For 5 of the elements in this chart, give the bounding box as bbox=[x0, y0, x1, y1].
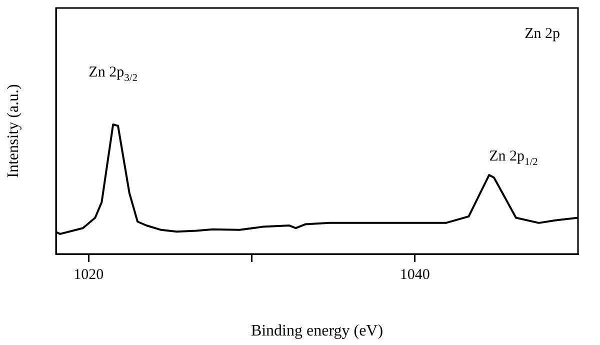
x-tick-label: 1020 bbox=[74, 266, 104, 283]
text: Zn 2p bbox=[524, 26, 560, 42]
y-axis-title: Intensity (a.u.) bbox=[4, 84, 22, 178]
x-tick-label: 1040 bbox=[400, 266, 430, 283]
x-axis-title: Binding energy (eV) bbox=[250, 322, 384, 340]
